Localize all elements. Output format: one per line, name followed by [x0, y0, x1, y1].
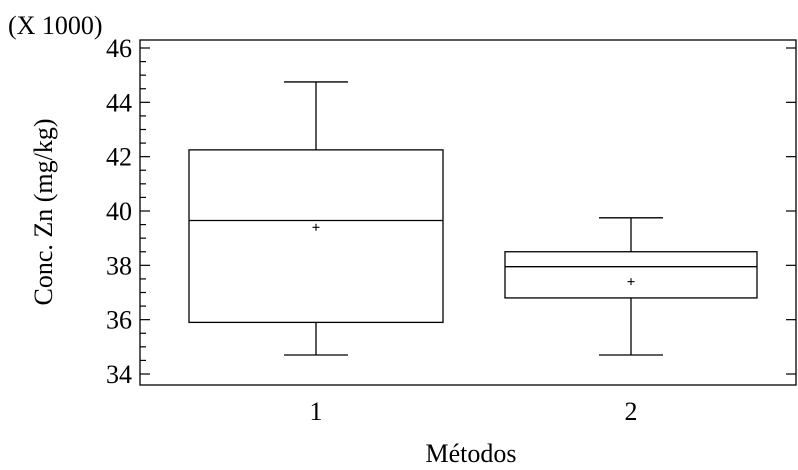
y-tick-label: 42 [106, 143, 132, 172]
y-tick-label: 44 [106, 88, 132, 117]
y-tick-label: 38 [106, 251, 132, 280]
y-tick-label: 36 [106, 306, 132, 335]
box-iqr [504, 251, 758, 299]
y-axis-ticks: 34 36 38 40 42 44 46 [106, 34, 796, 389]
box-iqr [188, 149, 444, 324]
axis-labels: (X 1000) Conc. Zn (mg/kg) Métodos [8, 11, 517, 468]
y-tick-label: 40 [106, 197, 132, 226]
x-tick-label: 1 [310, 397, 323, 426]
y-tick-label: 46 [106, 34, 132, 63]
x-axis-title: Métodos [426, 439, 517, 468]
y-tick-label: 34 [106, 360, 132, 389]
plot-frame [139, 39, 797, 386]
y-multiplier-label: (X 1000) [8, 11, 103, 40]
box-1: 1 [188, 81, 444, 426]
plot-border [139, 39, 797, 386]
x-tick-label: 2 [625, 397, 638, 426]
y-axis-title: Conc. Zn (mg/kg) [29, 118, 58, 305]
box-2: 2 [504, 217, 758, 426]
